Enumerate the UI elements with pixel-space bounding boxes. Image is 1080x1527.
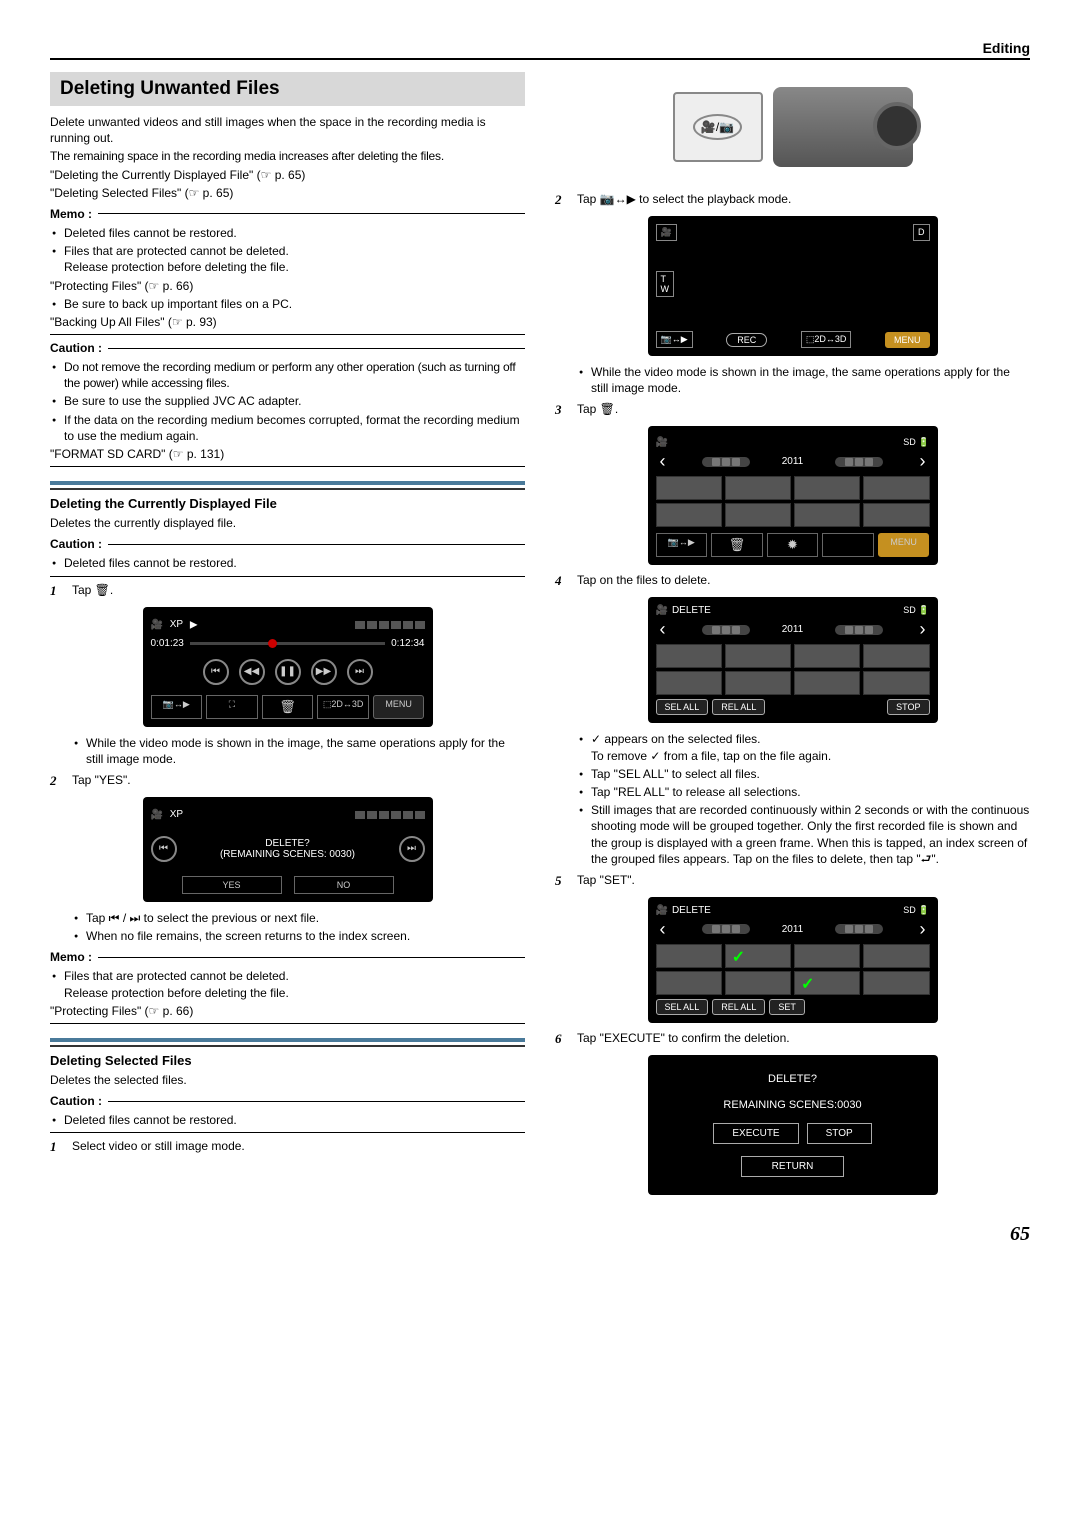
delete-confirm-screen: 🎥 XP ⏮DELETE?(REMAINING SCENES: 0030)⏭ Y… (143, 797, 433, 902)
section-divider (50, 1038, 525, 1047)
xref-link: "Protecting Files" (☞ p. 66) (50, 278, 525, 294)
xref-link: "Backing Up All Files" (☞ p. 93) (50, 314, 525, 330)
caution-heading: Caution : (50, 341, 525, 355)
step-1: 1Tap 🗑. (50, 583, 525, 599)
memo-list: Deleted files cannot be restored. Files … (50, 225, 525, 276)
step-4r: 4Tap on the files to delete. (555, 573, 1030, 589)
playback-screen: 🎥 XP ▶ 0:01:230:12:34 ⏮ ◀◀ ❚❚ ▶▶ ⏭ 📷↔▶⛶🗑… (143, 607, 433, 727)
set-button[interactable]: SET (769, 999, 805, 1015)
section-subtitle: Deletes the selected files. (50, 1072, 525, 1088)
step-1b: 1Select video or still image mode. (50, 1139, 525, 1155)
list-item: When no file remains, the screen returns… (72, 928, 525, 944)
delete-set-screen: 🎥DELETESD 🔋 ‹2011› SEL ALL REL ALL SET (648, 897, 938, 1023)
intro-text-2: The remaining space in the recording med… (50, 148, 525, 164)
camera-illustration: 🎥/📷 (648, 72, 938, 182)
pause-icon: ❚❚ (275, 659, 301, 685)
section-subtitle: Deletes the currently displayed file. (50, 515, 525, 531)
delete-select-screen: 🎥DELETESD 🔋 ‹2011› SEL ALL REL ALL STOP (648, 597, 938, 723)
sel-all-button[interactable]: SEL ALL (656, 699, 709, 715)
return-button[interactable]: RETURN (741, 1156, 845, 1177)
execute-button[interactable]: EXECUTE (713, 1123, 798, 1144)
list-item: Tap "REL ALL" to release all selections. (577, 784, 1030, 800)
list-item: Deleted files cannot be restored. (50, 225, 525, 241)
index-screen: 🎥SD 🔋 ‹2011› 📷↔▶🗑✹ MENU (648, 426, 938, 565)
mode-screen: 🎥D TW 📷↔▶ REC ⬚2D↔3D MENU (648, 216, 938, 356)
list-item: ✓ appears on the selected files.To remov… (577, 731, 1030, 763)
forward-icon: ▶▶ (311, 659, 337, 685)
list-item: While the video mode is shown in the ima… (577, 364, 1030, 396)
stop-button[interactable]: STOP (887, 699, 929, 715)
xref-link: "Deleting the Currently Displayed File" … (50, 167, 525, 183)
section-divider (50, 481, 525, 490)
xref-link: "Deleting Selected Files" (☞ p. 65) (50, 185, 525, 201)
page-title: Deleting Unwanted Files (50, 72, 525, 106)
caution-list: Do not remove the recording medium or pe… (50, 359, 525, 444)
sel-all-button[interactable]: SEL ALL (656, 999, 709, 1015)
list-item: Files that are protected cannot be delet… (50, 968, 525, 1000)
list-item: Tap ⏮ / ⏭ to select the previous or next… (72, 910, 525, 926)
skip-fwd-icon: ⏭ (347, 659, 373, 685)
rel-all-button[interactable]: REL ALL (712, 699, 765, 715)
section-header: Editing (50, 40, 1030, 60)
caution-heading: Caution : (50, 537, 525, 551)
section-title: Deleting Selected Files (50, 1053, 525, 1068)
caution-heading: Caution : (50, 1094, 525, 1108)
list-item: Still images that are recorded continuou… (577, 802, 1030, 867)
list-item: Do not remove the recording medium or pe… (50, 359, 525, 391)
yes-button[interactable]: YES (182, 876, 282, 894)
stop-button[interactable]: STOP (807, 1123, 872, 1144)
right-column: 🎥/📷 2Tap 📷↔▶ to select the playback mode… (555, 72, 1030, 1203)
xref-link: "FORMAT SD CARD" (☞ p. 131) (50, 446, 525, 462)
list-item: While the video mode is shown in the ima… (72, 735, 525, 767)
step-2r: 2Tap 📷↔▶ to select the playback mode. (555, 192, 1030, 208)
step-3r: 3Tap 🗑. (555, 402, 1030, 418)
list-item: Files that are protected cannot be delet… (50, 243, 525, 275)
rel-all-button[interactable]: REL ALL (712, 999, 765, 1015)
no-button[interactable]: NO (294, 876, 394, 894)
list-item: Be sure to back up important files on a … (50, 296, 525, 312)
execute-screen: DELETE? REMAINING SCENES:0030 EXECUTE ST… (648, 1055, 938, 1195)
list-item: Deleted files cannot be restored. (50, 1112, 525, 1128)
rewind-icon: ◀◀ (239, 659, 265, 685)
left-column: Deleting Unwanted Files Delete unwanted … (50, 72, 525, 1203)
step-6r: 6Tap "EXECUTE" to confirm the deletion. (555, 1031, 1030, 1047)
page-number: 65 (50, 1223, 1030, 1246)
memo-heading: Memo : (50, 207, 525, 221)
skip-back-icon: ⏮ (203, 659, 229, 685)
memo-heading: Memo : (50, 950, 525, 964)
section-title: Deleting the Currently Displayed File (50, 496, 525, 511)
list-item: Tap "SEL ALL" to select all files. (577, 766, 1030, 782)
list-item: Deleted files cannot be restored. (50, 555, 525, 571)
intro-text: Delete unwanted videos and still images … (50, 114, 525, 146)
list-item: Be sure to use the supplied JVC AC adapt… (50, 393, 525, 409)
rec-button[interactable]: REC (726, 333, 767, 347)
menu-button[interactable]: MENU (885, 332, 930, 348)
step-5r: 5Tap "SET". (555, 873, 1030, 889)
xref-link: "Protecting Files" (☞ p. 66) (50, 1003, 525, 1019)
step-2: 2Tap "YES". (50, 773, 525, 789)
list-item: If the data on the recording medium beco… (50, 412, 525, 444)
